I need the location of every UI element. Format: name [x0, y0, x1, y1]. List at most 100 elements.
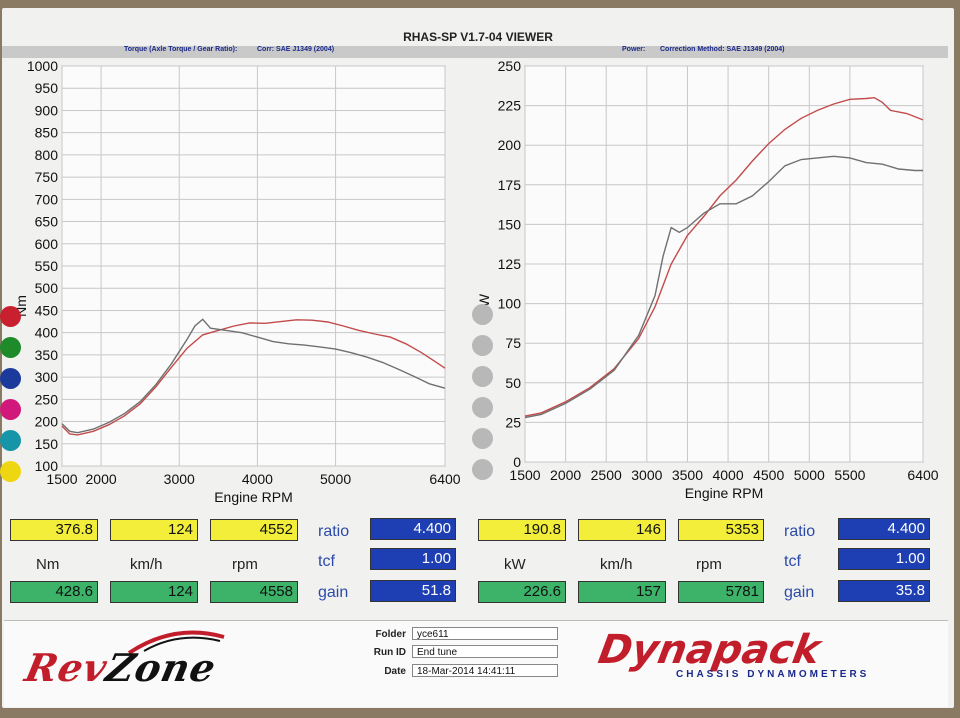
- torque-y-tick-label: 550: [35, 258, 59, 274]
- power-x-tick-label: 3000: [631, 467, 662, 483]
- speed-run2-value-right: 157: [578, 581, 666, 603]
- torque-x-tick-label: 6400: [429, 471, 460, 487]
- torque-unit-label: Nm: [36, 556, 60, 573]
- runid-label: Run ID: [373, 647, 406, 658]
- power-y-tick-label: 250: [498, 58, 522, 74]
- viewer-title: RHAS-SP V1.7-04 VIEWER: [403, 30, 553, 44]
- torque-y-tick-label: 150: [35, 436, 59, 452]
- torque-run1-value: 376.8: [10, 519, 98, 541]
- power-series-1-line: [524, 96, 924, 417]
- power-x-tick-label: 3500: [672, 467, 703, 483]
- tcf-value-right: 1.00: [838, 548, 930, 570]
- power-y-tick-label: 125: [498, 256, 522, 272]
- date-field: 18-Mar-2014 14:41:11: [412, 664, 558, 677]
- power-chart: 0 25 50 75 100 125 150 175 200 225 250 1500 2000 2500…: [476, 58, 939, 501]
- gain-value-left: 51.8: [370, 580, 456, 602]
- torque-y-tick-label: 200: [35, 414, 59, 430]
- speed-unit-label: km/h: [130, 556, 163, 573]
- power-y-tick-label: 50: [505, 375, 521, 391]
- power-series-2-line: [524, 155, 923, 419]
- series-color-dot[interactable]: [0, 306, 21, 327]
- torque-x-axis-title: Engine RPM: [214, 489, 293, 505]
- power-run1-value: 190.8: [478, 519, 566, 541]
- torque-x-tick-label: 4000: [242, 471, 273, 487]
- torque-y-tick-label: 900: [35, 102, 59, 118]
- torque-y-tick-label: 950: [35, 80, 59, 96]
- series-color-dot-inactive[interactable]: [472, 304, 493, 325]
- torque-y-tick-label: 400: [35, 325, 59, 341]
- power-x-tick-label: 5500: [834, 467, 865, 483]
- power-x-tick-label: 4500: [753, 467, 784, 483]
- series-color-dot-inactive[interactable]: [472, 428, 493, 449]
- torque-y-tick-label: 250: [35, 391, 59, 407]
- power-x-tick-label: 4000: [712, 467, 743, 483]
- rpm-run2-value: 4558: [210, 581, 298, 603]
- revzone-swoosh-icon: [127, 630, 225, 655]
- torque-series-2-line: [61, 318, 446, 434]
- torque-run2-value: 428.6: [10, 581, 98, 603]
- torque-y-tick-label: 300: [35, 369, 59, 385]
- torque-x-tick-label: 2000: [86, 471, 117, 487]
- rpm-unit-label-right: rpm: [696, 556, 722, 573]
- power-x-axis-title: Engine RPM: [685, 485, 764, 501]
- gain-value-right: 35.8: [838, 580, 930, 602]
- power-y-tick-label: 100: [498, 296, 522, 312]
- revzone-logo: RevZone: [21, 645, 220, 690]
- power-y-tick-label: 225: [498, 98, 522, 114]
- torque-y-tick-label: 350: [35, 347, 59, 363]
- speed-run2-value: 124: [110, 581, 198, 603]
- power-y-tick-label: 75: [505, 335, 521, 351]
- torque-chart: 100 150 200 250 300 350 400 450 500 550 600 650 700 7…: [13, 58, 461, 505]
- power-y-tick-label: 200: [498, 137, 522, 153]
- torque-y-tick-label: 850: [35, 125, 59, 141]
- power-x-tick-label: 6400: [907, 467, 938, 483]
- series-color-dot-inactive[interactable]: [472, 366, 493, 387]
- footer: RevZone Folder yce611 Run ID End tune Da…: [4, 620, 948, 707]
- ratio-label-left: ratio: [318, 523, 350, 540]
- series-color-dot-inactive[interactable]: [472, 335, 493, 356]
- power-y-tick-label: 0: [513, 454, 521, 470]
- series-color-dot[interactable]: [0, 399, 21, 420]
- dynapack-tagline: CHASSIS DYNAMOMETERS: [676, 669, 870, 680]
- rpm-run1-value-right: 5353: [678, 519, 764, 541]
- torque-y-tick-label: 500: [35, 280, 59, 296]
- power-unit-label: kW: [504, 556, 526, 573]
- series-color-dot[interactable]: [0, 461, 21, 482]
- torque-y-tick-label: 650: [35, 214, 59, 230]
- torque-y-tick-label: 700: [35, 191, 59, 207]
- power-run2-value: 226.6: [478, 581, 566, 603]
- torque-x-tick-label: 3000: [164, 471, 195, 487]
- dynapack-logo: Dynapack: [594, 627, 824, 673]
- power-x-tick-label: 5000: [794, 467, 825, 483]
- speed-run1-value-right: 146: [578, 519, 666, 541]
- series-color-dot[interactable]: [0, 368, 21, 389]
- power-x-tick-label: 1500: [509, 467, 540, 483]
- torque-x-tick-label: 1500: [46, 471, 77, 487]
- tcf-label-right: tcf: [784, 553, 801, 570]
- ratio-label-right: ratio: [784, 523, 816, 540]
- power-y-tick-label: 175: [498, 177, 522, 193]
- power-y-tick-label: 150: [498, 216, 522, 232]
- speed-unit-label-right: km/h: [600, 556, 633, 573]
- speed-run1-value: 124: [110, 519, 198, 541]
- torque-y-tick-label: 600: [35, 236, 59, 252]
- folder-field: yce611: [412, 627, 558, 640]
- torque-y-tick-label: 100: [35, 458, 59, 474]
- title-bar: [2, 46, 948, 58]
- power-x-tick-label: 2500: [591, 467, 622, 483]
- torque-y-tick-label: 1000: [27, 58, 58, 74]
- power-caption: Power:: [622, 46, 646, 53]
- torque-y-tick-label: 750: [35, 169, 59, 185]
- torque-caption: Torque (Axle Torque / Gear Ratio):: [124, 46, 238, 53]
- torque-correction: Corr: SAE J1349 (2004): [257, 46, 335, 53]
- series-color-dot[interactable]: [0, 337, 21, 358]
- revzone-logo-rev: Rev: [21, 645, 112, 690]
- series-color-dot-inactive[interactable]: [472, 459, 493, 480]
- series-color-dot-inactive[interactable]: [472, 397, 493, 418]
- series-color-dot[interactable]: [0, 430, 21, 451]
- ratio-value-left: 4.400: [370, 518, 456, 540]
- torque-y-tick-label: 450: [35, 302, 59, 318]
- folder-label: Folder: [375, 629, 406, 640]
- torque-x-tick-label: 5000: [320, 471, 351, 487]
- ratio-value-right: 4.400: [838, 518, 930, 540]
